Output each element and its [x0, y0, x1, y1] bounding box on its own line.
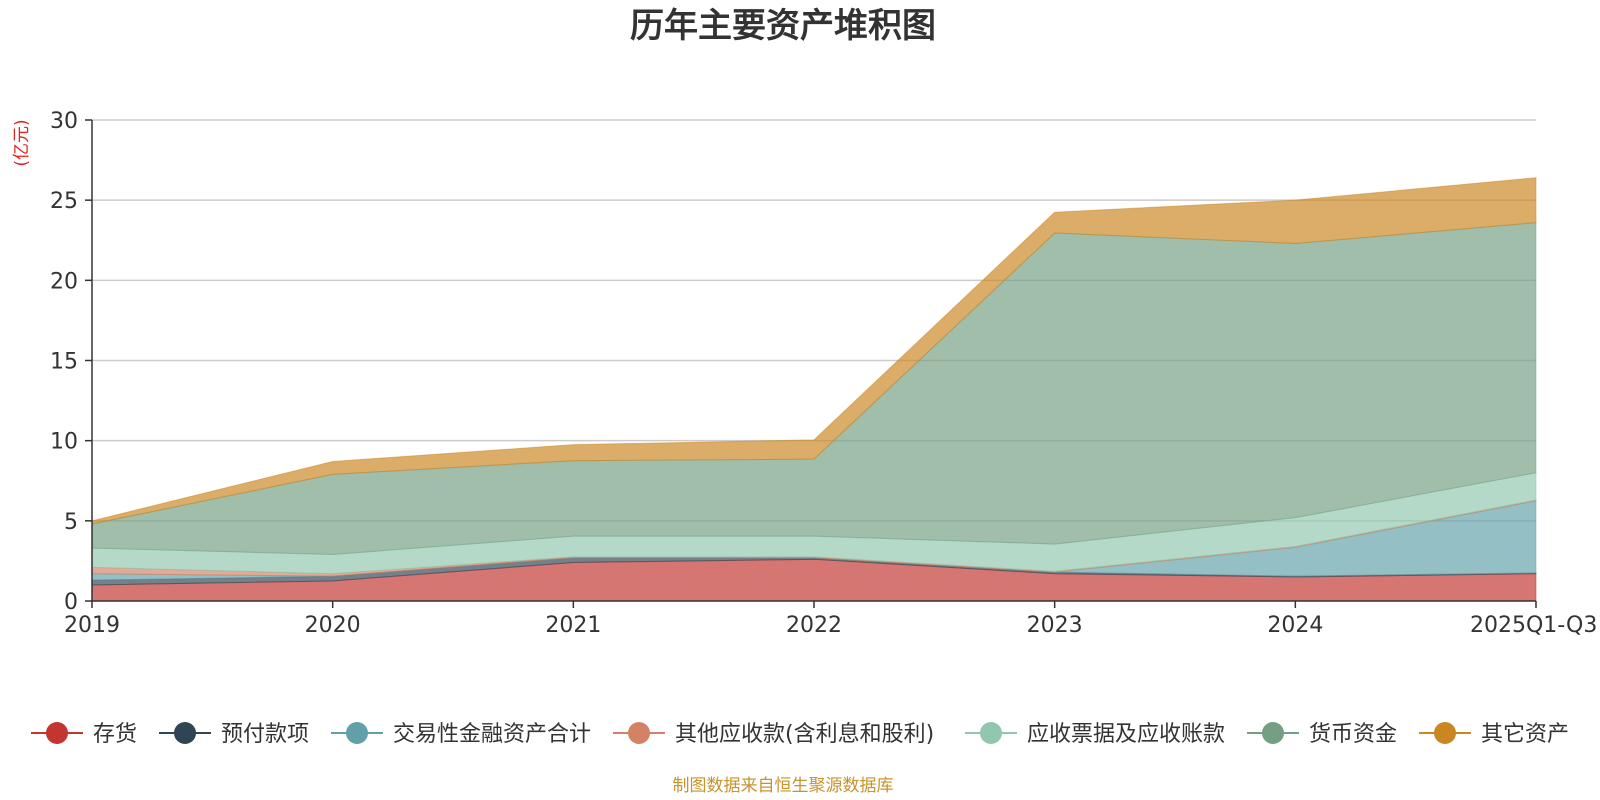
x-tick-label-2020: 2020: [305, 613, 361, 638]
legend-marker-0: [46, 722, 68, 744]
area-series-6: [91, 177, 1537, 525]
data-source-note: 制图数据来自恒生聚源数据库: [673, 776, 894, 796]
y-tick-label-15: 15: [50, 350, 78, 375]
x-tick-label-2025Q1-Q3: 2025Q1-Q3: [1470, 613, 1597, 638]
x-tick-label-2022: 2022: [786, 613, 842, 638]
legend-item-3[interactable]: 其他应收款(含利息和股利): [613, 722, 934, 747]
legend-marker-5: [1262, 722, 1284, 744]
y-axis-unit-label: (亿元): [12, 119, 32, 166]
legend: 存货 预付款项 交易性金融资产合计 其他应收款(含利息和股利) 应收票据及应收账款 货币资…: [31, 722, 1569, 747]
y-tick-label-20: 20: [50, 269, 78, 294]
x-tick-label-2019: 2019: [64, 613, 120, 638]
legend-item-6[interactable]: 其它资产: [1419, 722, 1569, 747]
legend-label-1: 预付款项: [221, 722, 309, 747]
legend-marker-2: [346, 722, 368, 744]
chart-title: 历年主要资产堆积图: [630, 6, 936, 46]
legend-label-4: 应收票据及应收账款: [1027, 722, 1225, 747]
legend-item-5[interactable]: 货币资金: [1247, 722, 1397, 747]
legend-label-6: 其它资产: [1481, 722, 1569, 747]
y-tick-label-0: 0: [64, 590, 78, 615]
x-tick-label-2021: 2021: [545, 613, 601, 638]
legend-item-1[interactable]: 预付款项: [159, 722, 309, 747]
y-tick-label-25: 25: [50, 189, 78, 214]
legend-label-2: 交易性金融资产合计: [393, 722, 591, 747]
legend-label-5: 货币资金: [1309, 722, 1397, 747]
y-tick-labels: 0 5 10 15 20 25 30: [50, 109, 78, 615]
y-tick-label-5: 5: [64, 510, 78, 535]
x-tick-label-2024: 2024: [1267, 613, 1323, 638]
legend-marker-4: [980, 722, 1002, 744]
legend-item-2[interactable]: 交易性金融资产合计: [331, 722, 591, 747]
legend-marker-6: [1434, 722, 1456, 744]
legend-marker-3: [628, 722, 650, 744]
area-series-5: [91, 222, 1537, 556]
axes: [85, 119, 1537, 608]
x-tick-label-2023: 2023: [1027, 613, 1083, 638]
area-series-layer: [91, 177, 1537, 602]
legend-marker-1: [174, 722, 196, 744]
x-tick-labels: 2019 2020 2021 2022 2023 2024 2025Q1-Q3: [64, 613, 1597, 638]
legend-item-4[interactable]: 应收票据及应收账款: [965, 722, 1225, 747]
y-tick-label-10: 10: [50, 430, 78, 455]
legend-item-0[interactable]: 存货: [31, 722, 137, 747]
legend-label-3: 其他应收款(含利息和股利): [675, 722, 934, 747]
legend-label-0: 存货: [93, 722, 137, 747]
y-tick-label-30: 30: [50, 109, 78, 134]
